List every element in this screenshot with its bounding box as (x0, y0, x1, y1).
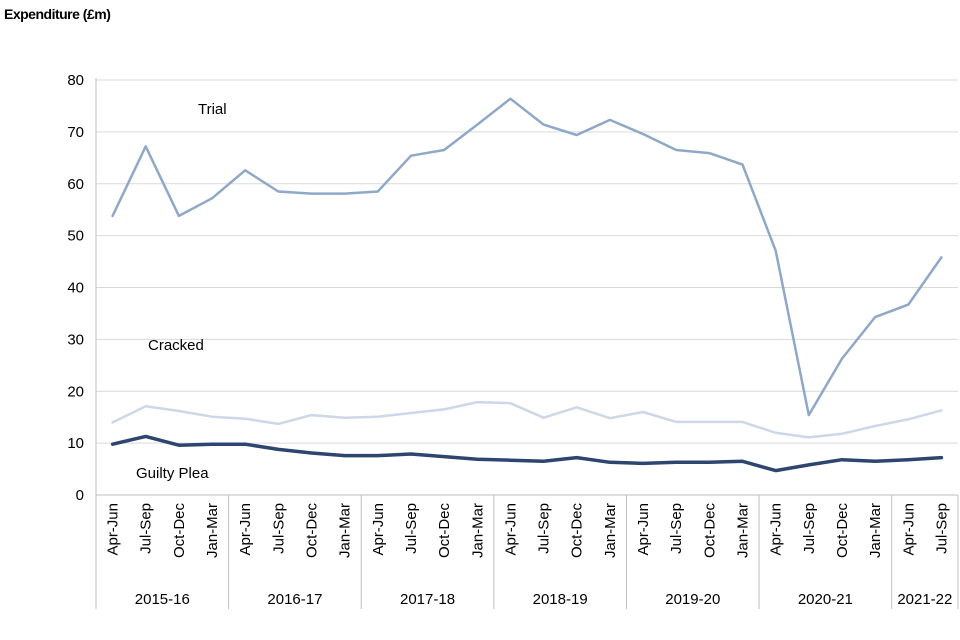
x-tick-label: Jan-Mar (735, 503, 752, 558)
series-lines (110, 97, 944, 473)
x-tick-label: Jan-Mar (469, 503, 486, 558)
x-axis-ticks: Apr-Jun Jul-Sep Oct-Dec Jan-Mar Apr-Jun Jul-S… (105, 503, 951, 559)
x-tick-label: Oct-Dec (304, 503, 321, 559)
gridlines (96, 79, 958, 444)
y-tick-label: 10 (67, 435, 84, 452)
series-line-trial (111, 97, 943, 417)
y-tick-label: 0 (76, 487, 84, 504)
x-tick-label: Oct-Dec (436, 503, 453, 559)
x-tick-label: Jul-Sep (933, 503, 950, 554)
annotation-trial: Trial (198, 101, 227, 118)
year-groups: 2015-16 2016-17 2017-18 2018-19 2019-20 2020-… (135, 495, 959, 609)
x-tick-label: Apr-Jun (768, 503, 785, 556)
group-label: 2020-21 (798, 591, 853, 608)
x-tick-label: Jul-Sep (403, 503, 420, 554)
x-tick-label: Apr-Jun (105, 503, 122, 556)
x-tick-label: Oct-Dec (569, 503, 586, 559)
group-label: 2017-18 (400, 591, 455, 608)
x-tick-label: Jul-Sep (138, 503, 155, 554)
x-tick-label: Jul-Sep (801, 503, 818, 554)
x-tick-label: Jan-Mar (337, 503, 354, 558)
annotation-guilty-plea: Guilty Plea (136, 465, 209, 482)
y-tick-label: 40 (67, 280, 84, 297)
y-tick-label: 20 (67, 383, 84, 400)
x-tick-label: Apr-Jun (237, 503, 254, 556)
x-tick-label: Oct-Dec (171, 503, 188, 559)
group-label: 2015-16 (135, 591, 190, 608)
series-line-guilty-plea (110, 434, 944, 473)
x-tick-label: Apr-Jun (502, 503, 519, 556)
group-label: 2019-20 (665, 591, 720, 608)
group-label: 2018-19 (533, 591, 588, 608)
x-tick-label: Apr-Jun (900, 503, 917, 556)
x-tick-label: Apr-Jun (370, 503, 387, 556)
x-tick-label: Jan-Mar (867, 503, 884, 558)
series-line-cracked (111, 400, 943, 439)
series-annotations: Trial Cracked Guilty Plea (136, 101, 227, 482)
annotation-cracked: Cracked (148, 337, 204, 354)
y-tick-label: 70 (67, 124, 84, 141)
x-tick-label: Oct-Dec (834, 503, 851, 559)
x-tick-label: Oct-Dec (701, 503, 718, 559)
group-label: 2021-22 (897, 591, 952, 608)
x-tick-label: Jan-Mar (204, 503, 221, 558)
x-tick-label: Jan-Mar (602, 503, 619, 558)
x-tick-label: Apr-Jun (635, 503, 652, 556)
y-tick-label: 50 (67, 228, 84, 245)
x-tick-label: Jul-Sep (270, 503, 287, 554)
x-tick-label: Jul-Sep (536, 503, 553, 554)
chart-title: Expenditure (£m) (4, 6, 111, 22)
group-label: 2016-17 (267, 591, 322, 608)
x-tick-label: Jul-Sep (668, 503, 685, 554)
y-tick-label: 30 (67, 331, 84, 348)
y-axis-ticks: 0 10 20 30 40 50 60 70 80 (67, 72, 84, 504)
y-tick-label: 80 (67, 72, 84, 89)
y-tick-label: 60 (67, 176, 84, 193)
axes (95, 78, 958, 609)
